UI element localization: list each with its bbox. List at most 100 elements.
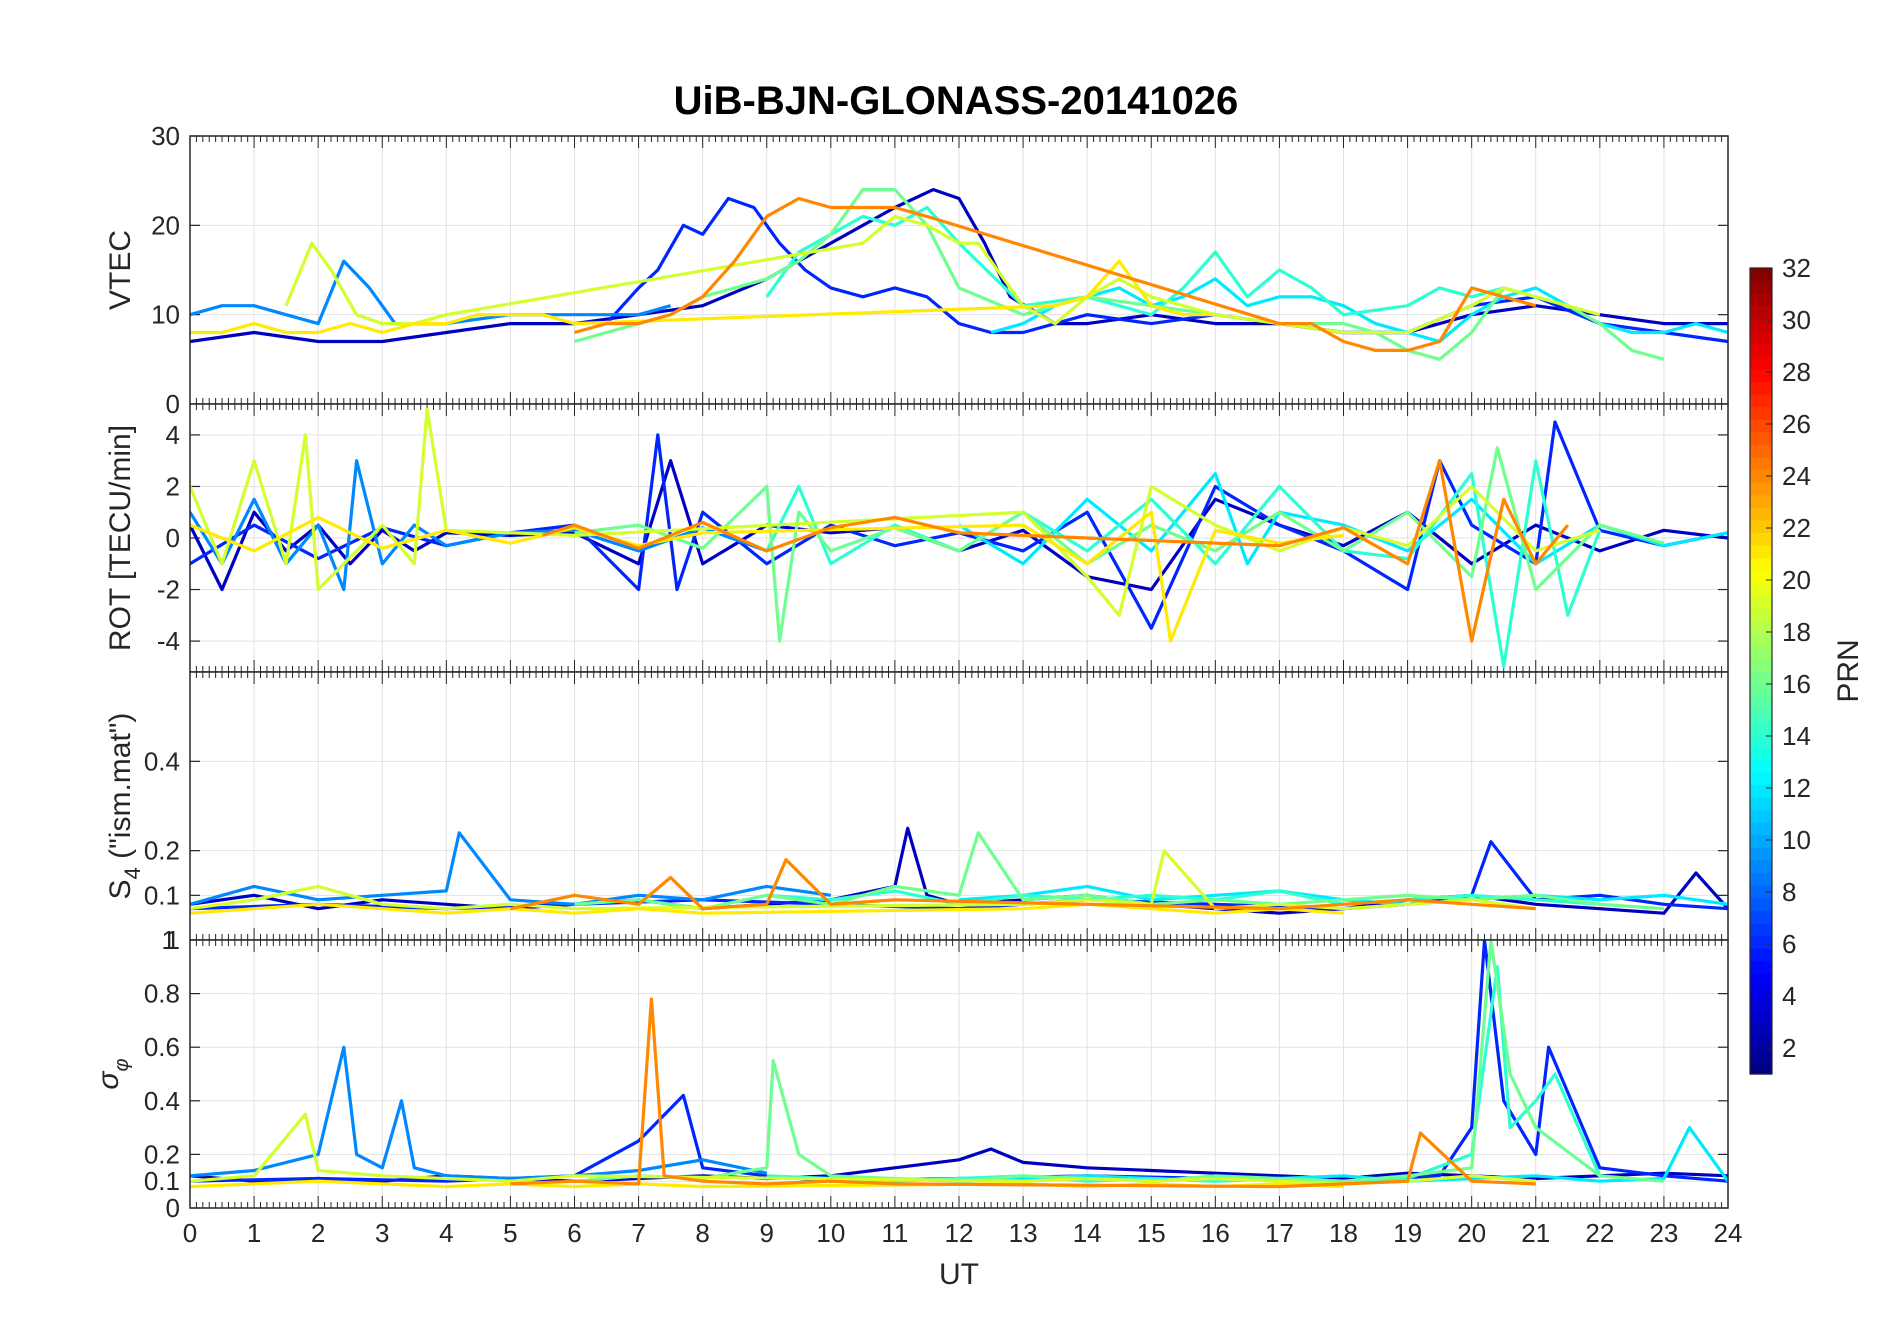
- xtick-label-10: 10: [816, 1218, 845, 1248]
- xtick-label-5: 5: [503, 1218, 517, 1248]
- colorbar-segment-32: [1750, 658, 1772, 672]
- series-line-rot-prn19: [190, 407, 1601, 617]
- ylabel-rot: ROT [TECU/min]: [104, 425, 137, 651]
- series-line-vtec-prn3: [190, 188, 1728, 344]
- colorbar-segment-11: [1750, 922, 1772, 937]
- colorbar-segment-46: [1750, 482, 1772, 496]
- series-group-s4: [190, 826, 1728, 915]
- colorbar-segment-54: [1750, 381, 1772, 395]
- colorbar-segment-25: [1750, 746, 1772, 760]
- colorbar-segment-34: [1750, 633, 1772, 647]
- colorbar-segment-45: [1750, 494, 1772, 508]
- ytick-label-rot-3: 2: [166, 471, 180, 501]
- xtick-label-22: 22: [1585, 1218, 1614, 1248]
- xtick-label-21: 21: [1521, 1218, 1550, 1248]
- colorbar-segment-26: [1750, 733, 1772, 748]
- series-line-rot-prn21: [190, 510, 1344, 643]
- colorbar-segment-20: [1750, 809, 1772, 823]
- xtick-label-12: 12: [945, 1218, 974, 1248]
- series-line-s4-prn21: [190, 902, 1344, 915]
- ytick-label-rot-2: 0: [166, 523, 180, 553]
- colorbar-segment-57: [1750, 343, 1772, 357]
- colorbar-segment-22: [1750, 784, 1772, 798]
- xtick-label-17: 17: [1265, 1218, 1294, 1248]
- series-line-vtec-prn9: [190, 259, 672, 326]
- xtick-label-11: 11: [881, 1218, 908, 1248]
- colorbar-tick-label-15: 32: [1782, 253, 1811, 283]
- xtick-label-18: 18: [1329, 1218, 1358, 1248]
- xtick-label-3: 3: [375, 1218, 389, 1248]
- colorbar-tick-label-1: 4: [1782, 981, 1796, 1011]
- colorbar-segment-27: [1750, 721, 1772, 735]
- colorbar-tick-label-0: 2: [1782, 1033, 1796, 1063]
- ytick-label-sigma_phi-2: 0.2: [144, 1139, 180, 1169]
- colorbar-segment-14: [1750, 885, 1772, 899]
- series-group-vtec: [190, 188, 1728, 361]
- ytick-label-rot-0: -4: [157, 626, 180, 656]
- ytick-label-sigma_phi-1: 0.1: [144, 1166, 180, 1196]
- colorbar-segment-1: [1750, 1048, 1772, 1063]
- colorbar-segment-59: [1750, 318, 1772, 332]
- ytick-label-s4-1: 0.2: [144, 836, 180, 866]
- colorbar-segment-38: [1750, 582, 1772, 597]
- colorbar-segment-36: [1750, 608, 1772, 622]
- xtick-label-8: 8: [695, 1218, 709, 1248]
- colorbar-segment-35: [1750, 620, 1772, 634]
- xtick-label-7: 7: [631, 1218, 645, 1248]
- xtick-label-9: 9: [760, 1218, 774, 1248]
- ytick-label-vtec-1: 10: [151, 300, 180, 330]
- panel-rot: -4 -2 0 2 4 ROT [TECU/min]: [104, 403, 1729, 673]
- colorbar-segment-48: [1750, 456, 1772, 471]
- colorbar-tick-label-12: 26: [1782, 409, 1811, 439]
- colorbar-segment-50: [1750, 431, 1772, 445]
- ylabel-sub-sigma_phi: φ: [111, 1058, 133, 1071]
- colorbar-segment-33: [1750, 645, 1772, 660]
- ytick-label-rot-4: 4: [166, 420, 180, 450]
- colorbar-segment-23: [1750, 771, 1772, 785]
- colorbar-segment-6: [1750, 985, 1772, 1000]
- series-line-sigma_phi-prn24: [510, 997, 1536, 1189]
- colorbar-segment-4: [1750, 1011, 1772, 1025]
- xtick-label-23: 23: [1649, 1218, 1678, 1248]
- colorbar-segment-2: [1750, 1036, 1772, 1050]
- ytick-label-vtec-2: 20: [151, 210, 180, 240]
- ytick-label-sigma_phi-4: 0.6: [144, 1032, 180, 1062]
- colorbar-segment-16: [1750, 859, 1772, 874]
- colorbar-tick-label-5: 12: [1782, 773, 1811, 803]
- colorbar-segment-52: [1750, 406, 1772, 420]
- colorbar-segment-3: [1750, 1023, 1772, 1037]
- colorbar-segment-30: [1750, 683, 1772, 697]
- series-line-vtec-prn21: [190, 259, 1216, 335]
- colorbar-frame: [1749, 267, 1773, 1075]
- series-line-vtec-prn19: [284, 214, 1601, 335]
- colorbar-segment-21: [1750, 796, 1772, 811]
- colorbar-segment-8: [1750, 960, 1772, 974]
- colorbar-tick-label-11: 24: [1782, 461, 1811, 491]
- series-line-rot-prn14: [765, 459, 1602, 669]
- xtick-label-15: 15: [1137, 1218, 1166, 1248]
- colorbar-segment-39: [1750, 570, 1772, 584]
- colorbar-segment-7: [1750, 973, 1772, 987]
- colorbar-segment-49: [1750, 444, 1772, 458]
- colorbar-tick-label-10: 22: [1782, 513, 1811, 543]
- xtick-label-2: 2: [311, 1218, 325, 1248]
- colorbar-segment-55: [1750, 368, 1772, 382]
- xtick-label-14: 14: [1073, 1218, 1102, 1248]
- series-line-sigma_phi-prn9: [190, 1045, 768, 1181]
- colorbar-segment-47: [1750, 469, 1772, 483]
- panel-vtec: 0 10 20 30 VTEC: [104, 121, 1729, 419]
- colorbar-tick-label-6: 14: [1782, 721, 1811, 751]
- series-line-rot-prn24: [542, 459, 1570, 643]
- ytick-label-sigma_phi-6: 1: [166, 925, 180, 955]
- ytick-label-s4-2: 0.4: [144, 746, 180, 776]
- colorbar-segment-41: [1750, 545, 1772, 559]
- series-group-sigma_phi: [190, 940, 1728, 1189]
- chart-title: UiB-BJN-GLONASS-20141026: [674, 79, 1239, 123]
- xtick-label-6: 6: [567, 1218, 581, 1248]
- colorbar-segment-17: [1750, 847, 1772, 861]
- series-line-s4-prn14: [766, 889, 1600, 906]
- ytick-label-vtec-3: 30: [151, 121, 180, 151]
- colorbar-segment-31: [1750, 671, 1772, 685]
- colorbar-segment-12: [1750, 910, 1772, 924]
